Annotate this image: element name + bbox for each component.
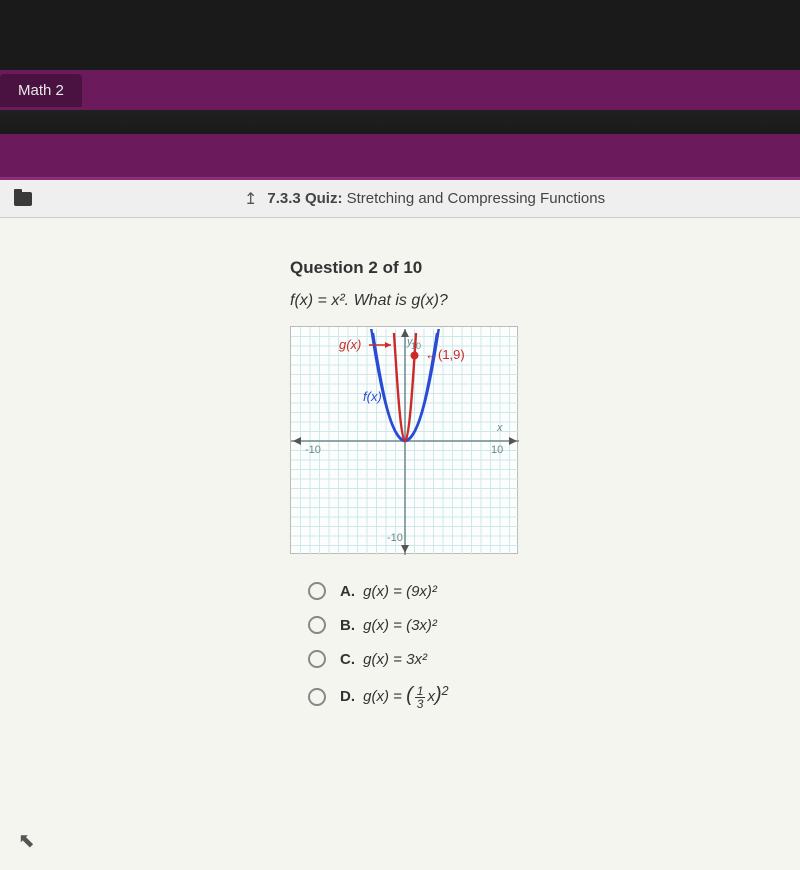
choice-A[interactable]: A. g(x) = (9x)² [308,582,800,600]
graph: ←(1,9) g(x) f(x) 10 y x -10 10 -10 [290,326,518,554]
quiz-title-text: Stretching and Compressing Functions [347,190,605,207]
content-area: Question 2 of 10 f(x) = x². What is g(x)… [0,218,800,870]
g-label: g(x) [339,337,361,352]
question-heading: Question 2 of 10 [290,258,800,278]
prompt-fx: f(x) = x² [290,292,345,309]
radio-icon[interactable] [308,582,326,600]
f-label: f(x) [363,389,382,404]
radio-icon[interactable] [308,650,326,668]
tick-pos10-x: 10 [491,444,503,456]
browser-chrome: Math 2 [0,70,800,180]
choice-letter-A: A. [340,583,355,600]
graph-svg: ←(1,9) g(x) f(x) 10 y x -10 10 -10 [291,327,519,555]
question-prompt: f(x) = x². What is g(x)? [290,292,800,310]
radio-icon[interactable] [308,616,326,634]
svg-text:10: 10 [411,341,421,351]
choice-text-A: g(x) = (9x)² [363,583,437,600]
folder-icon[interactable] [14,192,32,206]
toolbar: ↥ 7.3.3 Quiz: Stretching and Compressing… [0,180,800,218]
up-arrow-icon[interactable]: ↥ [244,189,257,209]
choice-letter-B: B. [340,617,355,634]
point-label: ←(1,9) [425,347,465,362]
choice-D[interactable]: D. g(x) = (13x)2 [308,684,800,710]
tab-bar: Math 2 [0,70,800,110]
quiz-label: Quiz: [305,190,343,207]
quiz-number: 7.3.3 [267,190,300,207]
choice-B[interactable]: B. g(x) = (3x)² [308,616,800,634]
tab-math2[interactable]: Math 2 [0,74,82,107]
choice-text-C: g(x) = 3x² [363,651,427,668]
quiz-breadcrumb: ↥ 7.3.3 Quiz: Stretching and Compressing… [244,189,605,209]
choice-text-D: g(x) = (13x)2 [363,688,448,705]
choice-text-B: g(x) = (3x)² [363,617,437,634]
cursor-icon: ⬉ [18,828,35,853]
x-axis-label: x [496,422,503,434]
answer-choices: A. g(x) = (9x)² B. g(x) = (3x)² C. g(x) … [308,582,800,710]
choice-letter-D: D. [340,688,355,705]
prompt-rest: . What is g(x)? [345,292,448,309]
tick-neg10-x: -10 [305,444,321,456]
tick-neg10-y: -10 [387,532,403,544]
choice-letter-C: C. [340,651,355,668]
choice-C[interactable]: C. g(x) = 3x² [308,650,800,668]
radio-icon[interactable] [308,688,326,706]
